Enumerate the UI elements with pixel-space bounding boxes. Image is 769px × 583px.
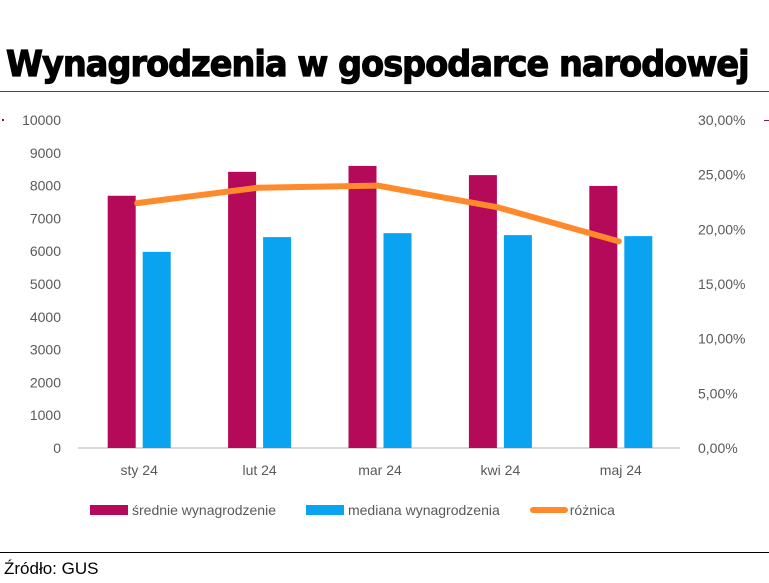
y-left-tick-label: 1000 [30, 407, 61, 423]
x-axis-labels: sty 24 lut 24 mar 24 kwi 24 maj 24 [121, 462, 642, 478]
line-diff [134, 182, 622, 245]
y-right-tick-label: 0,00% [698, 440, 738, 456]
y-left-tick-label: 0 [53, 440, 61, 456]
decorative-tick [764, 120, 769, 121]
line-group [134, 182, 622, 245]
bar-mean [589, 185, 618, 449]
legend-label-median: mediana wynagrodzenia [347, 502, 500, 518]
bar-mean [107, 195, 136, 448]
legend-swatch-diff [529, 507, 568, 513]
bar-median [503, 235, 532, 448]
y-right-tick-label: 20,00% [698, 221, 745, 237]
y-left-tick-label: 8000 [30, 178, 61, 194]
y-left-tick-label: 10000 [22, 112, 61, 128]
y-right-tick-label: 15,00% [698, 276, 745, 292]
bars-group [107, 165, 653, 449]
y-left-tick-label: 9000 [30, 145, 61, 161]
legend-label-diff: różnica [569, 502, 615, 518]
decorative-dot [2, 119, 4, 121]
legend-item-mean: średnie wynagrodzenie [90, 502, 276, 518]
source-note: Źródło: GUS [4, 559, 99, 578]
bar-mean [348, 165, 377, 449]
x-tick-label: maj 24 [600, 462, 642, 478]
y-left-tick-label: 2000 [30, 374, 61, 390]
legend-swatch-mean [90, 505, 128, 515]
bar-median [142, 251, 171, 448]
y-right-tick-label: 5,00% [698, 385, 738, 401]
chart-title: Wynagrodzenia w gospodarce narodowej [5, 43, 750, 85]
title-divider [0, 91, 769, 92]
y-right-tick-label: 30,00% [698, 112, 745, 128]
bar-mean [468, 175, 497, 448]
y-left-tick-label: 3000 [30, 342, 61, 358]
y-right-tick-label: 25,00% [698, 167, 745, 183]
bar-median [383, 233, 412, 448]
bar-median [263, 237, 292, 448]
x-tick-label: lut 24 [242, 462, 276, 478]
y-left-tick-label: 6000 [30, 243, 61, 259]
y-left-tick-label: 7000 [30, 210, 61, 226]
legend-item-diff: różnica [529, 502, 615, 518]
legend-item-median: mediana wynagrodzenia [305, 502, 500, 518]
legend: średnie wynagrodzenie mediana wynagrodze… [90, 502, 645, 518]
legend-swatch-median [305, 505, 344, 515]
x-tick-label: kwi 24 [481, 462, 521, 478]
y-right-tick-label: 10,00% [698, 331, 745, 347]
source-divider [0, 552, 769, 553]
x-tick-label: sty 24 [121, 462, 159, 478]
legend-label-mean: średnie wynagrodzenie [132, 502, 276, 518]
x-tick-label: mar 24 [358, 462, 402, 478]
y-axis-left: 0 1000 2000 3000 4000 5000 6000 7000 8000 9000 100… [22, 112, 61, 456]
bar-mean [228, 171, 257, 448]
y-left-tick-label: 5000 [30, 276, 61, 292]
y-left-tick-label: 4000 [30, 309, 61, 325]
bar-median [624, 236, 653, 448]
y-axis-right: 0,00% 5,00% 10,00% 15,00% 20,00% 25,00% 30,00% [698, 112, 745, 456]
